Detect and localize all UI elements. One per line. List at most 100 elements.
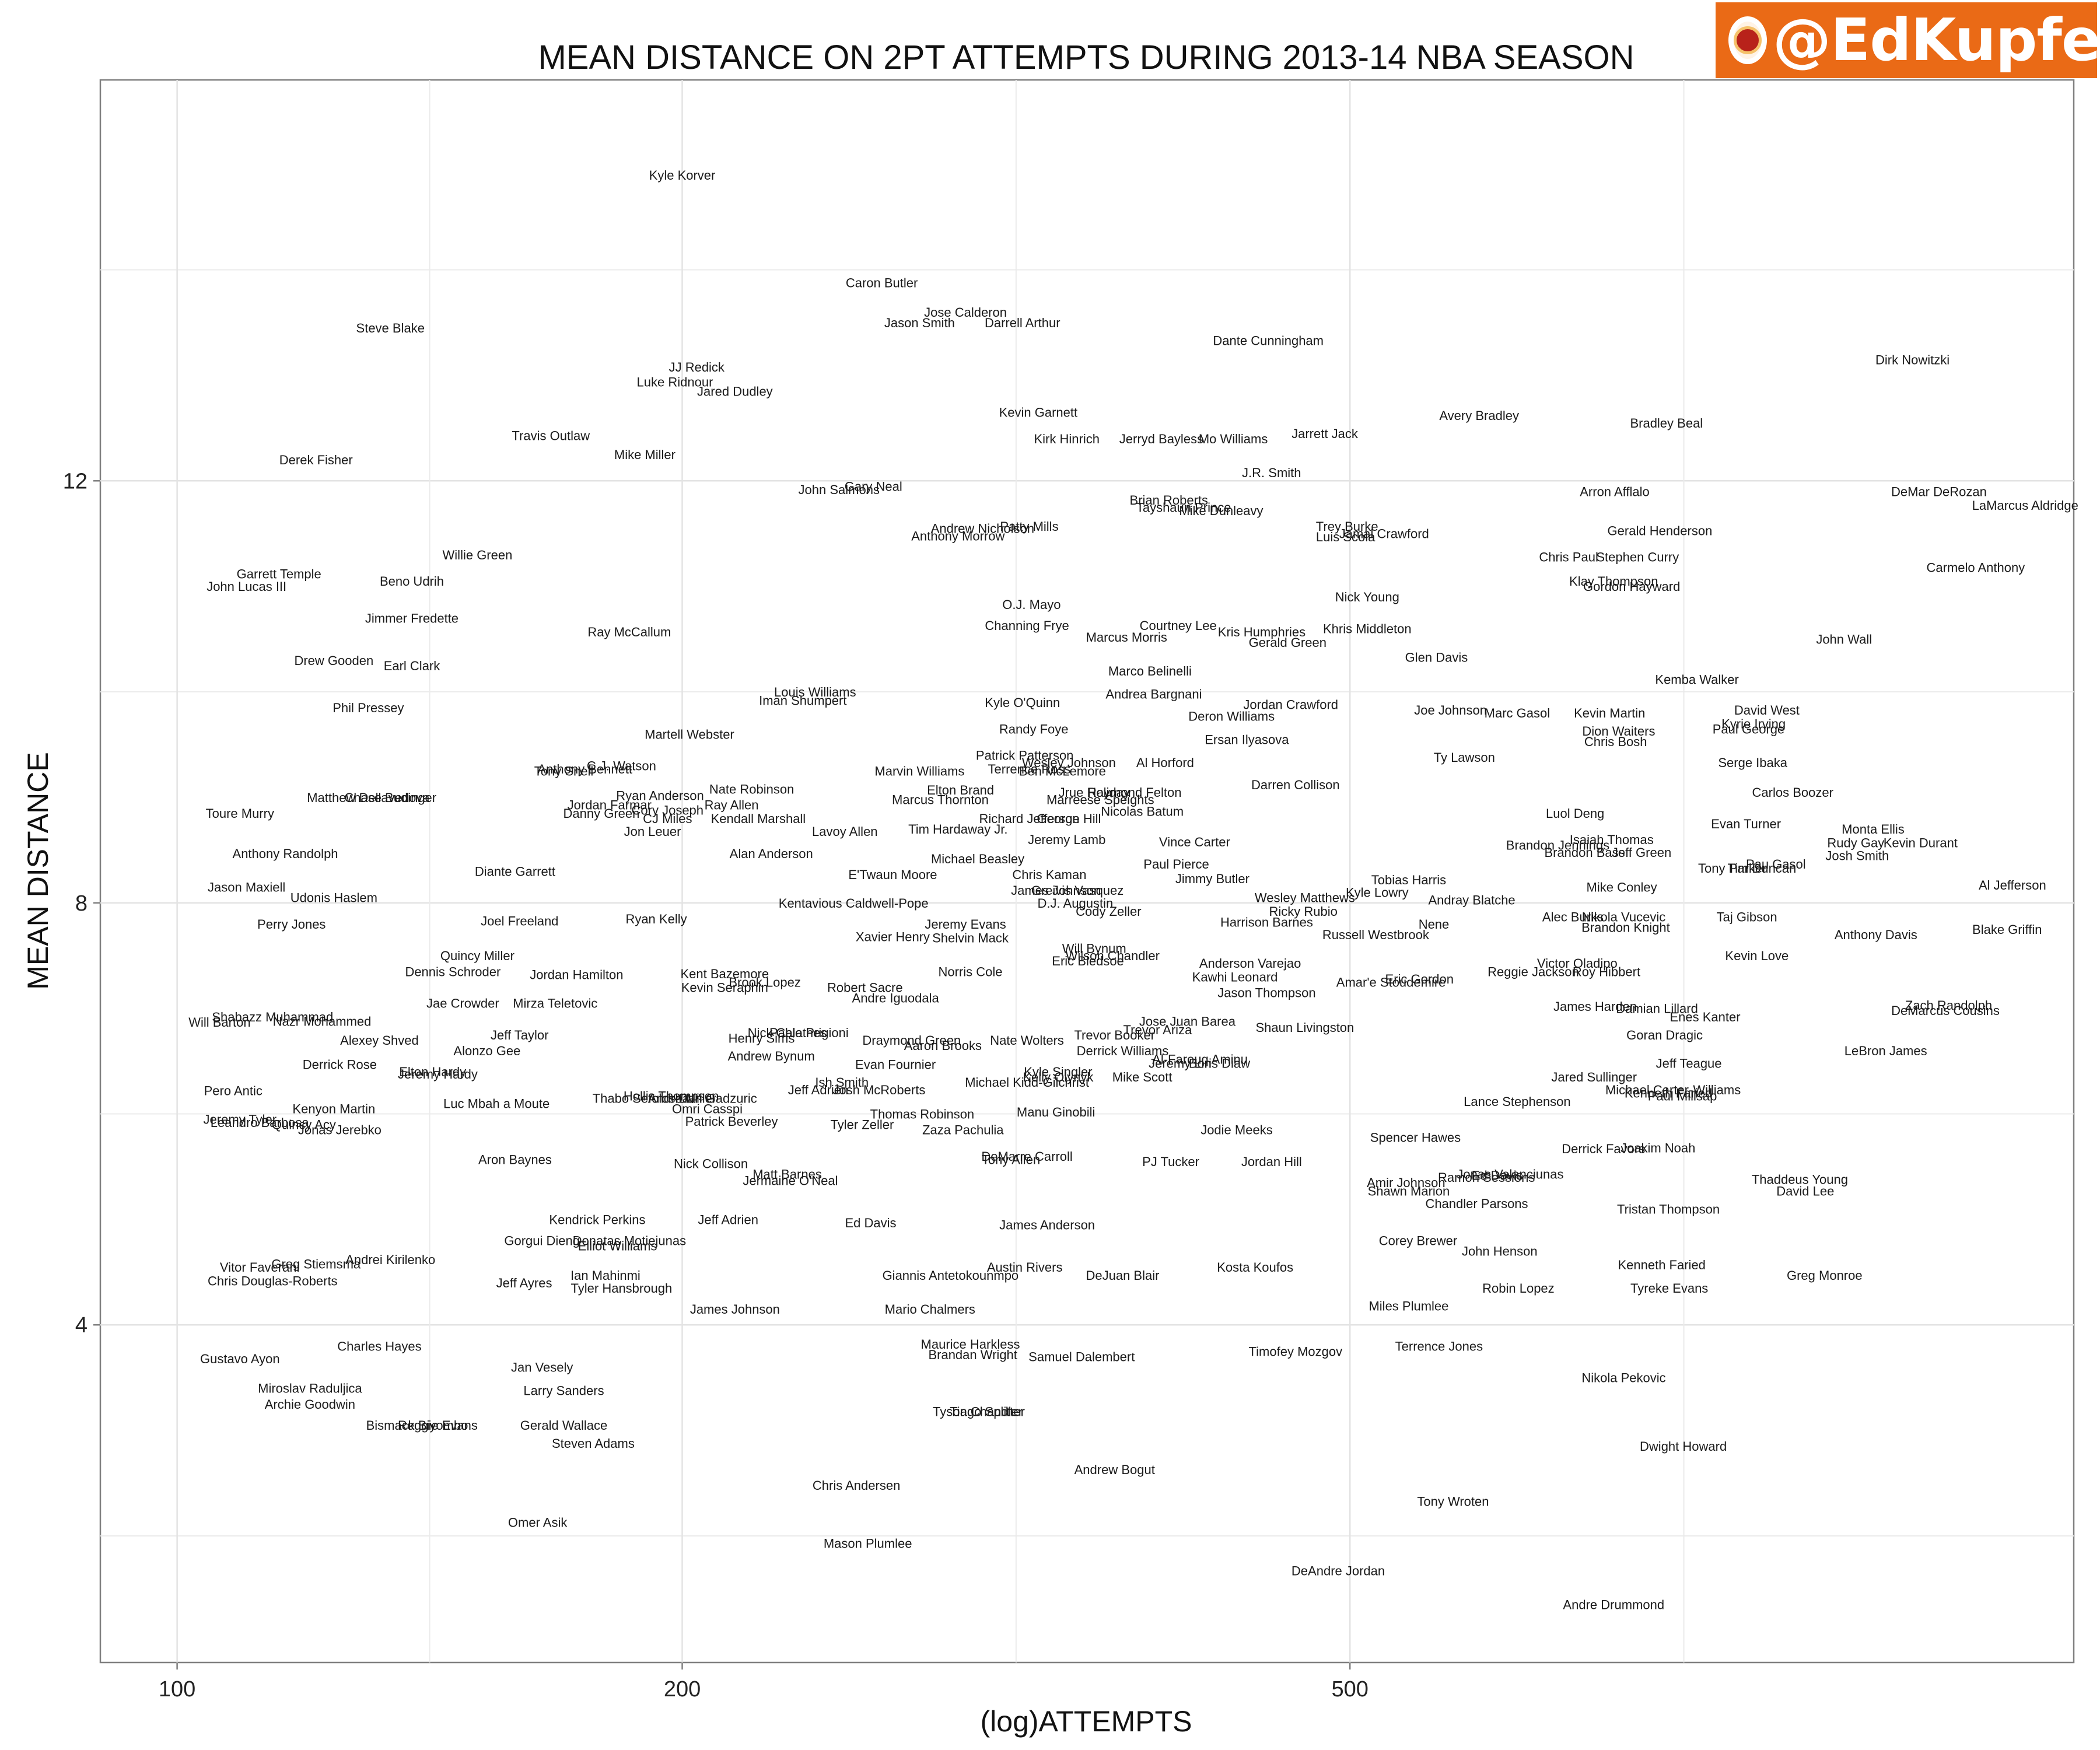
player-point-label: Kevin Love: [1725, 949, 1788, 963]
player-point-label: Aron Baynes: [478, 1152, 552, 1167]
player-point-label: Steve Blake: [356, 321, 425, 335]
player-point-label: Quincy Miller: [440, 949, 514, 963]
player-point-label: Serge Ibaka: [1718, 755, 1787, 770]
player-point-label: Jeff Taylor: [491, 1028, 548, 1042]
player-point-label: Tony Snell: [534, 764, 594, 779]
player-point-label: Kosta Koufos: [1217, 1260, 1293, 1275]
player-point-label: James Johnson: [690, 1302, 780, 1317]
player-point-label: Reggie Jackson: [1488, 964, 1579, 979]
player-point-label: Nick Calathes: [748, 1026, 827, 1040]
player-point-label: Eric Gordon: [1385, 972, 1454, 986]
player-point-label: Mike Conley: [1587, 880, 1657, 895]
player-point-label: Toure Murry: [206, 806, 274, 821]
player-point-label: Chandler Parsons: [1425, 1196, 1528, 1211]
player-point-label: Jarrett Jack: [1292, 426, 1359, 441]
player-point-label: Jordan Farmar: [568, 798, 652, 813]
player-point-label: Jason Smith: [884, 316, 955, 330]
axis-ticks: [93, 480, 1351, 1670]
player-point-label: Gordon Hayward: [1583, 579, 1680, 594]
player-point-label: John Henson: [1462, 1244, 1538, 1259]
player-point-label: Jae Crowder: [426, 996, 499, 1011]
player-point-label: Arron Afflalo: [1580, 484, 1649, 499]
player-point-label: Jeff Adrien: [788, 1083, 849, 1097]
player-point-label: Michael Carter-Williams: [1605, 1083, 1741, 1097]
axis-tick-labels: 4 8 12 100 200 500: [63, 469, 1368, 1702]
player-point-label: Derek Fisher: [279, 453, 353, 467]
player-point-label: Dwight Howard: [1640, 1439, 1727, 1454]
player-point-label: Chris Douglas-Roberts: [208, 1273, 338, 1288]
player-point-label: David West: [1734, 703, 1800, 718]
y-tick-label: 8: [75, 891, 88, 916]
player-point-label: Vince Carter: [1159, 835, 1230, 849]
player-point-label: Drew Gooden: [294, 653, 373, 668]
player-point-label: Kevin Martin: [1574, 706, 1645, 720]
player-point-label: Stephen Curry: [1596, 550, 1679, 565]
player-point-label: Dirk Nowitzki: [1875, 352, 1950, 367]
player-point-label: Ty Lawson: [1434, 750, 1495, 765]
player-point-label: Terrence Ross: [988, 762, 1071, 776]
player-point-label: Marreese Speights: [1046, 793, 1154, 807]
player-point-label: Tiago Splitter: [950, 1405, 1025, 1419]
player-point-label: Chris Andersen: [813, 1478, 900, 1493]
player-point-label: Will Bynum: [1062, 942, 1126, 956]
player-point-label: Dante Cunningham: [1213, 334, 1324, 348]
player-point-label: Omri Casspi: [672, 1101, 743, 1116]
player-point-label: Perry Jones: [257, 917, 326, 932]
player-point-label: Courtney Lee: [1140, 618, 1217, 633]
player-point-label: Kyle O'Quinn: [985, 695, 1060, 710]
player-point-label: James Anderson: [999, 1217, 1095, 1232]
player-point-label: Chris Paul: [1539, 550, 1598, 565]
player-point-label: Nazr Mohammed: [273, 1014, 372, 1028]
player-point-label: Mirza Teletovic: [513, 996, 597, 1011]
player-point-label: Nick Young: [1335, 590, 1399, 604]
player-point-label: Shabazz Muhammad: [212, 1010, 333, 1024]
player-point-label: Quincy Acy: [272, 1118, 336, 1132]
player-point-label: Phil Pressey: [332, 701, 404, 715]
player-point-label: Luc Mbah a Moute: [443, 1096, 550, 1111]
player-point-label: James Harden: [1553, 999, 1637, 1014]
player-point-label: Mo Williams: [1199, 432, 1268, 446]
player-point-label: Draymond Green: [862, 1033, 961, 1048]
player-point-label: Larry Sanders: [523, 1383, 604, 1398]
player-point-label: Kevin Garnett: [999, 405, 1078, 420]
player-point-label: Jose Juan Barea: [1139, 1014, 1236, 1028]
player-point-label: Xavier Henry: [856, 930, 930, 944]
player-point-label: Jonas Jerebko: [298, 1123, 382, 1138]
player-point-label: Jeremy Evans: [925, 917, 1006, 932]
player-point-label: George Hill: [1037, 811, 1101, 826]
player-point-label: Aaron Brooks: [904, 1038, 982, 1053]
player-point-label: J.R. Smith: [1242, 466, 1301, 480]
player-point-label: Kentavious Caldwell-Pope: [779, 896, 929, 911]
player-point-label: Ray Allen: [705, 798, 759, 813]
y-tick-label: 12: [63, 469, 88, 494]
player-point-label: Mike Miller: [614, 447, 676, 462]
player-point-label: Jerryd Bayless: [1119, 432, 1203, 446]
logo-text: @EdKupfer: [1773, 6, 2100, 74]
player-point-label: Al Jefferson: [1979, 878, 2046, 892]
player-point-label: DeMar DeRozan: [1891, 484, 1987, 499]
player-point-label: JJ Redick: [669, 360, 725, 374]
player-point-label: Henry Sims: [729, 1031, 795, 1045]
player-point-label: Jeff Adrien: [698, 1212, 758, 1227]
player-point-label: Kelly Olynyk: [1023, 1070, 1094, 1084]
player-point-label: Wesley Johnson: [1022, 755, 1116, 770]
player-point-label: Tim Hardaway Jr.: [908, 822, 1007, 836]
player-point-label: Donatas Motiejunas: [573, 1234, 686, 1248]
player-point-label: Boris Diaw: [1189, 1056, 1250, 1071]
player-point-label: Greg Monroe: [1787, 1268, 1863, 1283]
player-point-label: Iman Shumpert: [759, 693, 846, 708]
player-point-label: Danny Green: [564, 806, 640, 821]
player-point-label: Jared Sullinger: [1551, 1070, 1637, 1084]
player-point-label: Corey Brewer: [1379, 1234, 1457, 1248]
player-point-label: Jrue Holiday: [1059, 785, 1130, 800]
player-point-label: Anthony Randolph: [233, 846, 338, 861]
player-point-label: Nicolas Batum: [1101, 804, 1184, 818]
player-point-label: David Lee: [1776, 1184, 1834, 1199]
player-point-label: Martell Webster: [645, 727, 734, 741]
player-point-label: O.J. Mayo: [1002, 597, 1060, 612]
player-point-label: Bradley Beal: [1630, 416, 1703, 430]
player-point-label: Nikola Vucevic: [1582, 909, 1665, 924]
player-point-label: Nikola Pekovic: [1581, 1371, 1665, 1385]
player-point-label: Steven Adams: [552, 1436, 635, 1451]
